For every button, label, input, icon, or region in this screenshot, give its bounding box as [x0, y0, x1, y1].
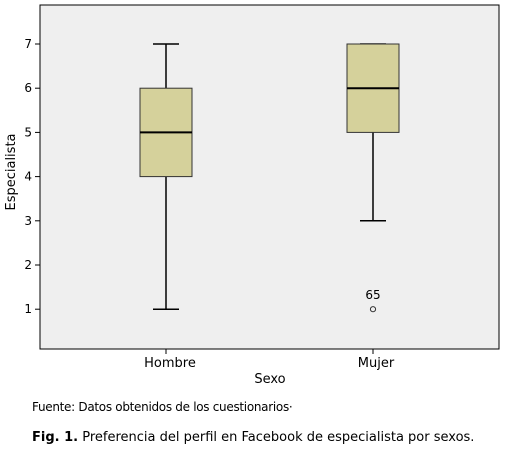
- figure-caption: Fig. 1. Preferencia del perfil en Facebo…: [32, 430, 474, 445]
- y-axis-label: Especialista: [4, 133, 19, 210]
- y-tick-label: 2: [24, 258, 32, 272]
- outlier-point: [369, 306, 377, 313]
- box-hombre: [139, 43, 193, 310]
- box-mujer: 65: [346, 43, 400, 313]
- x-axis-label: Sexo: [254, 372, 285, 387]
- y-axis: 1 2 3 4 5 6 7: [24, 37, 40, 316]
- y-tick-label: 4: [24, 170, 32, 184]
- y-tick-label: 6: [24, 81, 32, 95]
- x-tick-label: Mujer: [358, 356, 395, 371]
- figure-caption-text: Preferencia del perfil en Facebook de es…: [82, 430, 475, 445]
- y-tick-label: 5: [24, 125, 32, 139]
- y-tick-label: 1: [24, 302, 32, 316]
- boxplot-chart: 1 2 3 4 5 6 7 Hombre Mujer 65 Especialista Sexo: [4, 4, 500, 387]
- y-tick-label: 3: [24, 214, 32, 228]
- source-note: Fuente: Datos obtenidos de los cuestiona…: [32, 400, 293, 414]
- outlier-label: 65: [365, 288, 380, 302]
- x-axis: Hombre Mujer: [144, 349, 395, 371]
- box-series: 65: [139, 43, 400, 313]
- y-tick-label: 7: [24, 37, 32, 51]
- figure-caption-label: Fig. 1.: [32, 430, 79, 445]
- plot-area: [39, 4, 500, 350]
- x-tick-label: Hombre: [144, 356, 196, 371]
